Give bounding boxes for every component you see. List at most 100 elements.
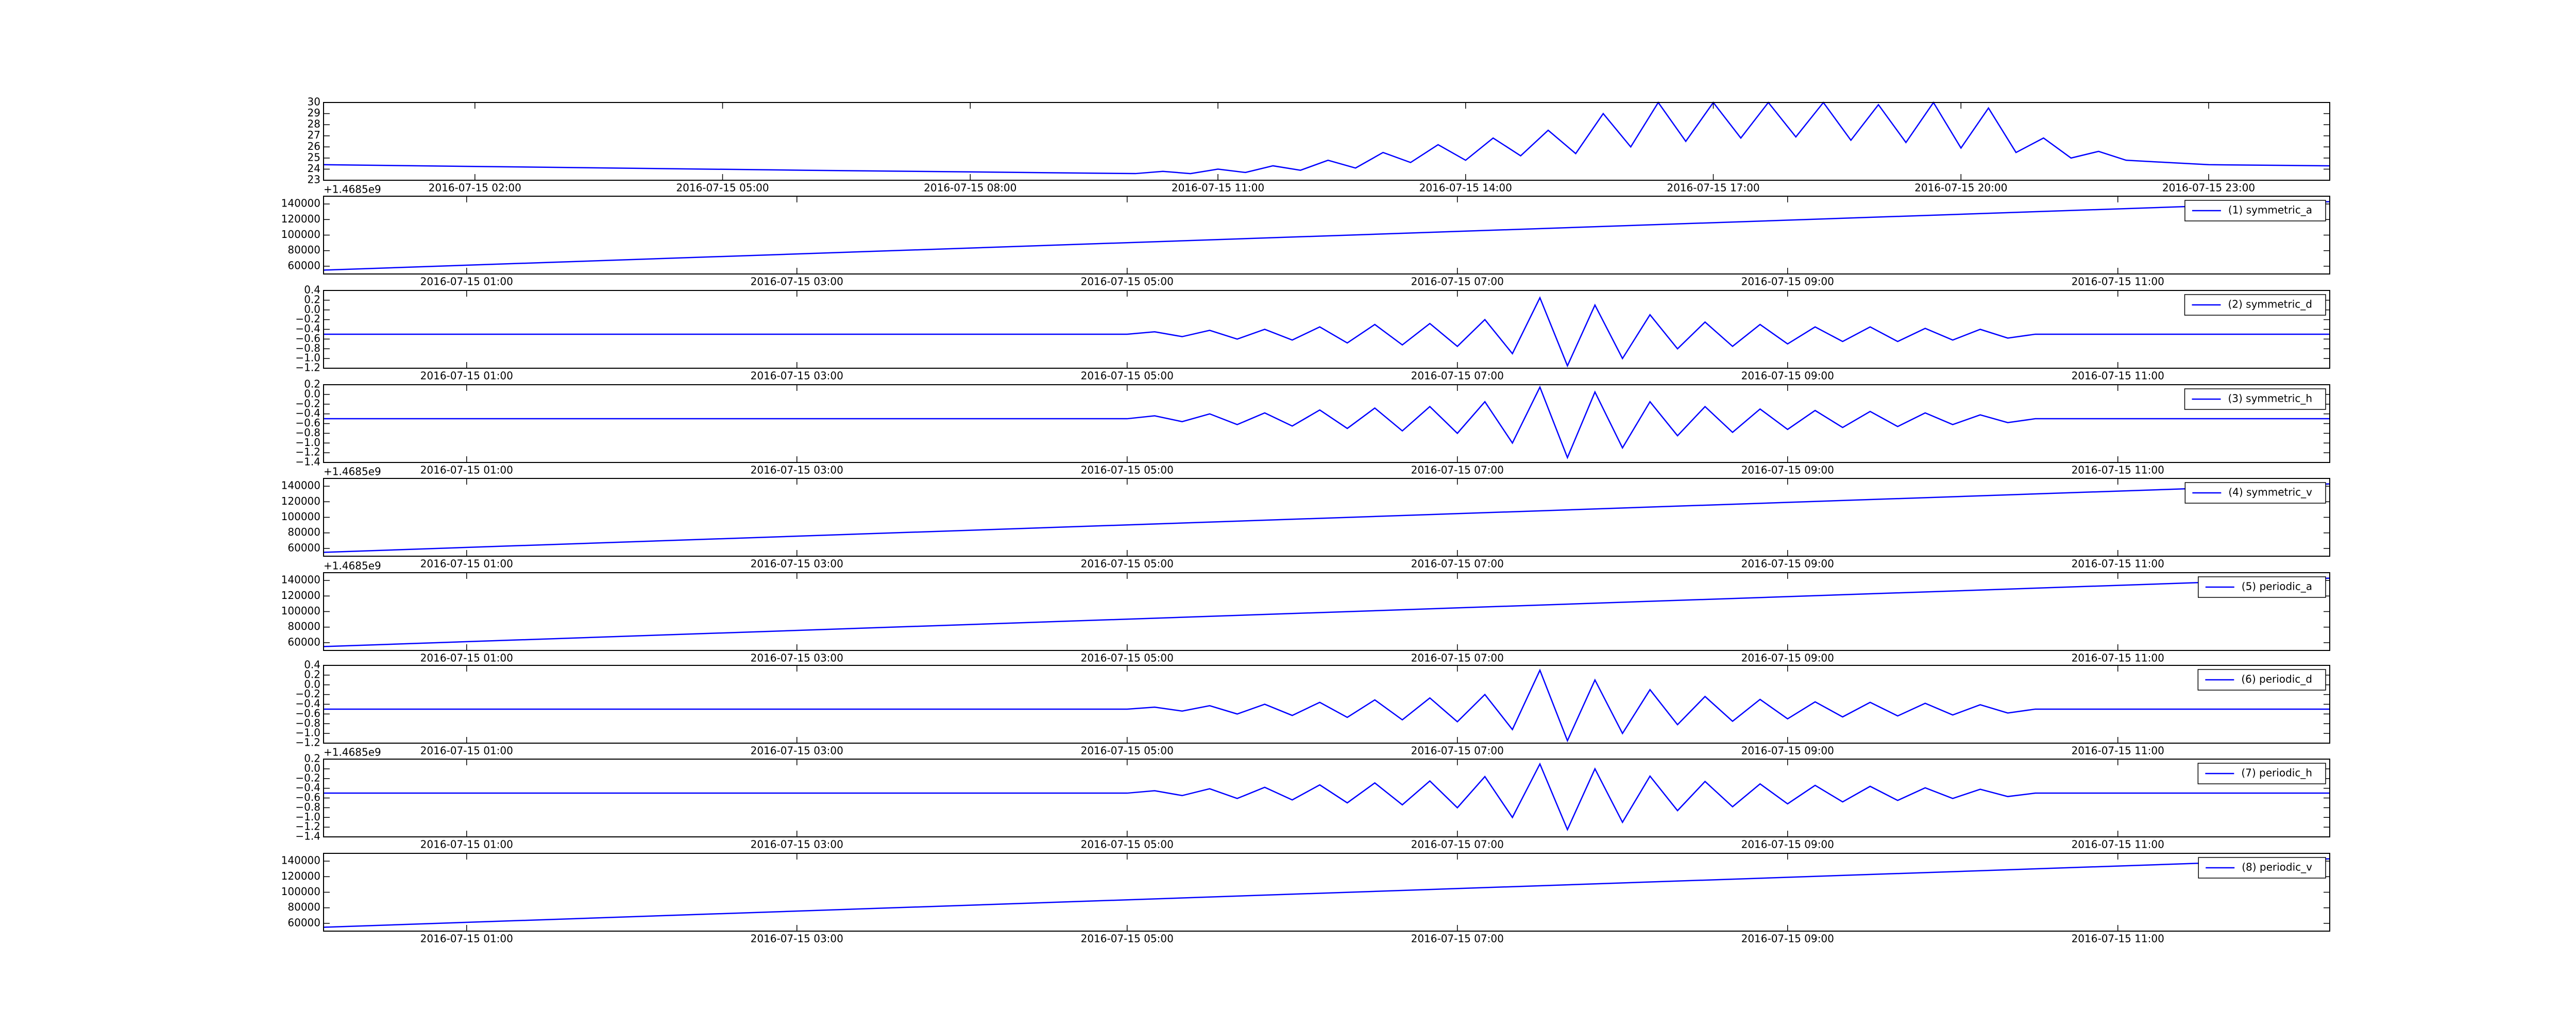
x-tick-label: 2016-07-15 11:00 bbox=[2072, 838, 2164, 851]
x-tick-label: 2016-07-15 08:00 bbox=[924, 182, 1016, 194]
x-tick-label: 2016-07-15 03:00 bbox=[751, 652, 843, 664]
y-tick-label: −0.4 bbox=[295, 697, 320, 710]
legend-label: (5) periodic_a bbox=[2242, 580, 2312, 593]
x-tick-label: 2016-07-15 07:00 bbox=[1411, 370, 1504, 382]
y-tick-label: −1.0 bbox=[295, 727, 320, 739]
y-tick-label: 100000 bbox=[281, 510, 320, 523]
y-tick-label: −1.0 bbox=[295, 352, 320, 364]
x-tick-label: 2016-07-15 05:00 bbox=[1081, 464, 1174, 476]
x-tick-label: 2016-07-15 01:00 bbox=[420, 370, 513, 382]
y-tick-label: 120000 bbox=[281, 589, 320, 602]
y-tick-label: 26 bbox=[308, 140, 320, 152]
y-tick-label: 100000 bbox=[281, 605, 320, 617]
y-offset-label: +1.4685e9 bbox=[324, 746, 381, 759]
plot-area bbox=[324, 759, 2330, 837]
plot-area bbox=[324, 665, 2330, 743]
x-tick-label: 2016-07-15 11:00 bbox=[2072, 276, 2164, 288]
y-tick-label: 23 bbox=[308, 174, 320, 186]
data-line bbox=[323, 858, 2330, 928]
x-tick-label: 2016-07-15 03:00 bbox=[751, 370, 843, 382]
x-tick-label: 2016-07-15 11:00 bbox=[2072, 464, 2164, 476]
x-tick-label: 2016-07-15 09:00 bbox=[1741, 745, 1834, 757]
y-tick-label: 140000 bbox=[281, 854, 320, 867]
plot-area bbox=[324, 290, 2330, 368]
x-tick-label: 2016-07-15 09:00 bbox=[1741, 838, 1834, 851]
y-tick-label: 0.2 bbox=[304, 378, 320, 390]
y-tick-label: 0.2 bbox=[304, 293, 320, 305]
x-tick-label: 2016-07-15 09:00 bbox=[1741, 370, 1834, 382]
legend-label: (4) symmetric_v bbox=[2228, 486, 2312, 499]
y-offset-label: +1.4685e9 bbox=[324, 183, 381, 196]
y-tick-label: −0.6 bbox=[295, 332, 320, 345]
y-tick-label: −0.8 bbox=[295, 342, 320, 354]
x-tick-label: 2016-07-15 03:00 bbox=[751, 745, 843, 757]
x-tick-label: 2016-07-15 07:00 bbox=[1411, 558, 1504, 570]
y-tick-label: −0.4 bbox=[295, 781, 320, 794]
x-tick-label: 2016-07-15 11:00 bbox=[2072, 558, 2164, 570]
x-tick-label: 2016-07-15 07:00 bbox=[1411, 838, 1504, 851]
x-tick-label: 2016-07-15 03:00 bbox=[751, 838, 843, 851]
y-tick-label: 29 bbox=[308, 107, 320, 119]
x-tick-label: 2016-07-15 07:00 bbox=[1411, 464, 1504, 476]
plot-area bbox=[324, 478, 2330, 556]
x-tick-label: 2016-07-15 01:00 bbox=[420, 838, 513, 851]
x-tick-label: 2016-07-15 05:00 bbox=[1081, 838, 1174, 851]
y-tick-label: 100000 bbox=[281, 228, 320, 241]
y-tick-label: −0.4 bbox=[295, 407, 320, 419]
x-tick-label: 2016-07-15 07:00 bbox=[1411, 652, 1504, 664]
x-tick-label: 2016-07-15 09:00 bbox=[1741, 652, 1834, 664]
x-tick-label: 2016-07-15 05:00 bbox=[1081, 745, 1174, 757]
y-tick-label: 140000 bbox=[281, 479, 320, 492]
y-tick-label: 80000 bbox=[287, 901, 320, 913]
y-tick-label: 0.0 bbox=[304, 387, 320, 400]
y-tick-label: 120000 bbox=[281, 495, 320, 507]
y-tick-label: 0.2 bbox=[304, 752, 320, 765]
y-tick-label: 140000 bbox=[281, 197, 320, 210]
plot-area bbox=[324, 385, 2330, 462]
x-tick-label: 2016-07-15 11:00 bbox=[1172, 182, 1264, 194]
y-tick-label: 120000 bbox=[281, 213, 320, 225]
plot-area bbox=[324, 573, 2330, 650]
x-tick-label: 2016-07-15 11:00 bbox=[2072, 652, 2164, 664]
y-tick-label: −1.2 bbox=[295, 362, 320, 374]
y-tick-label: −1.2 bbox=[295, 446, 320, 458]
y-tick-label: 0.4 bbox=[304, 659, 320, 671]
y-tick-label: 80000 bbox=[287, 526, 320, 538]
y-tick-label: −0.4 bbox=[295, 322, 320, 335]
data-line bbox=[323, 577, 2330, 647]
x-tick-label: 2016-07-15 03:00 bbox=[751, 464, 843, 476]
x-tick-label: 2016-07-15 07:00 bbox=[1411, 276, 1504, 288]
x-tick-label: 2016-07-15 01:00 bbox=[420, 652, 513, 664]
x-tick-label: 2016-07-15 05:00 bbox=[676, 182, 769, 194]
y-offset-label: +1.4685e9 bbox=[324, 466, 381, 478]
y-tick-label: 80000 bbox=[287, 244, 320, 256]
plot-area bbox=[324, 102, 2330, 180]
x-tick-label: 2016-07-15 02:00 bbox=[429, 182, 521, 194]
x-tick-label: 2016-07-15 05:00 bbox=[1081, 370, 1174, 382]
y-tick-label: −0.2 bbox=[295, 688, 320, 700]
x-tick-label: 2016-07-15 01:00 bbox=[420, 933, 513, 945]
x-tick-label: 2016-07-15 01:00 bbox=[420, 276, 513, 288]
y-tick-label: −0.8 bbox=[295, 426, 320, 439]
y-tick-label: 60000 bbox=[287, 541, 320, 554]
x-tick-label: 2016-07-15 03:00 bbox=[751, 558, 843, 570]
y-tick-label: 80000 bbox=[287, 620, 320, 632]
y-tick-label: −0.2 bbox=[295, 313, 320, 325]
x-tick-label: 2016-07-15 23:00 bbox=[2162, 182, 2255, 194]
x-tick-label: 2016-07-15 07:00 bbox=[1411, 745, 1504, 757]
x-tick-label: 2016-07-15 09:00 bbox=[1741, 558, 1834, 570]
x-tick-label: 2016-07-15 14:00 bbox=[1419, 182, 1512, 194]
x-tick-label: 2016-07-15 17:00 bbox=[1667, 182, 1759, 194]
data-line bbox=[323, 101, 2330, 175]
y-tick-label: 25 bbox=[308, 151, 320, 163]
y-tick-label: −0.6 bbox=[295, 791, 320, 803]
x-tick-label: 2016-07-15 09:00 bbox=[1741, 464, 1834, 476]
y-tick-label: −1.4 bbox=[295, 830, 320, 843]
y-tick-label: 0.0 bbox=[304, 678, 320, 690]
y-tick-label: 0.0 bbox=[304, 303, 320, 315]
y-tick-label: −0.2 bbox=[295, 397, 320, 409]
y-tick-label: 120000 bbox=[281, 870, 320, 882]
y-offset-label: +1.4685e9 bbox=[324, 560, 381, 572]
plot-area bbox=[324, 853, 2330, 931]
x-tick-label: 2016-07-15 09:00 bbox=[1741, 933, 1834, 945]
